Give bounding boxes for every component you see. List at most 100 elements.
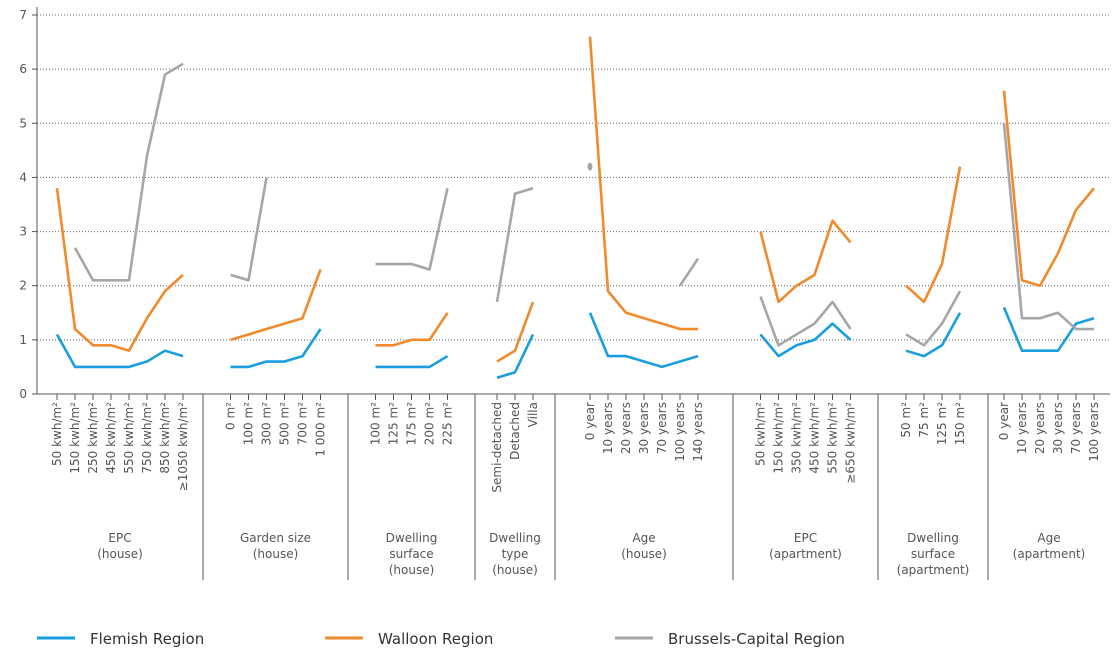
y-tick-label: 4 [19,170,27,184]
x-tick-label: 700 m² [296,402,310,445]
x-tick-label: 125 m² [387,402,401,445]
x-tick-label: 30 years [1051,402,1065,454]
series-line [55,188,184,352]
group-label: type [502,547,529,561]
x-tick-label: 20 years [619,402,633,454]
x-tick-label: 175 m² [405,402,419,445]
point [587,162,593,171]
group-label: (apartment) [1013,547,1086,561]
series-line [678,257,700,287]
x-tick-label: Detached [508,402,522,460]
series-line [73,62,184,282]
y-tick-label: 2 [19,279,27,293]
x-tick-label: 70 years [1069,402,1083,454]
x-tick-label: 300 m² [260,402,274,445]
series-line [1002,306,1095,352]
series-line [588,36,698,331]
x-tick-label: 0 year [997,402,1011,440]
x-tick-label: 150 kwh/m² [772,402,786,474]
y-tick-label: 1 [19,333,27,347]
series-line [230,269,322,342]
group-label: Age [1037,531,1060,545]
x-tick-label: 10 years [1015,402,1029,454]
x-tick-label: 500 m² [278,402,292,445]
group-label: Dwelling [907,531,959,545]
series-line [375,312,449,347]
group-label: (house) [389,563,435,577]
x-tick-label: ≥1050 kwh/m² [176,402,190,492]
series-line [588,312,699,369]
x-tick-label: 550 kwh/m² [826,402,840,474]
x-tick-label: 450 kwh/m² [808,402,822,474]
series-line [905,290,962,347]
y-tick-label: 3 [19,225,27,239]
series-line [1002,123,1094,331]
x-tick-label: 225 m² [441,402,455,445]
series-line [905,166,962,304]
group-label: EPC [794,531,817,545]
group-label: (apartment) [897,563,970,577]
x-tick-label: 550 kwh/m² [122,402,136,474]
group-label: (house) [97,547,143,561]
x-tick-label: Villa [526,402,540,427]
series-line [55,333,184,369]
x-tick-label: 50 kwh/m² [754,402,768,466]
x-tick-label: 100 m² [369,402,383,445]
x-tick-label: 450 kwh/m² [104,402,118,474]
group-label: Garden size [240,531,311,545]
series-line [375,354,449,369]
x-tick-label: 0 m² [224,402,238,430]
y-tick-label: 7 [19,8,27,22]
y-tick-label: 0 [19,387,27,401]
x-tick-label: 125 m² [935,402,949,445]
series-line [230,177,268,282]
group-label: surface [389,547,433,561]
x-tick-label: ≥650 kwh/m² [844,402,858,484]
x-tick-label: 75 m² [917,402,931,438]
x-tick-label: 100 years [673,402,687,462]
legend-label: Walloon Region [378,630,493,648]
x-tick-label: 30 years [637,402,651,454]
x-tick-label: 50 m² [899,402,913,438]
group-label: (house) [253,547,299,561]
x-tick-label: 10 years [601,402,615,454]
x-tick-label: 140 years [691,402,705,462]
legend-label: Flemish Region [90,630,204,648]
x-tick-label: 850 kwh/m² [158,402,172,474]
group-label: (house) [621,547,667,561]
x-tick-label: 20 years [1033,402,1047,454]
series-line [759,322,852,358]
x-tick-label: 350 kwh/m² [790,402,804,474]
series-line [1002,90,1095,288]
series-line [496,301,535,363]
legend-label: Brussels-Capital Region [668,630,845,648]
series-line [495,187,534,303]
y-tick-label: 6 [19,62,27,76]
x-tick-label: 150 kwh/m² [68,402,82,474]
x-tick-label: 250 kwh/m² [86,402,100,474]
series-line [759,219,852,304]
series-line [230,328,322,369]
x-tick-label: 750 kwh/m² [140,402,154,474]
group-label: Dwelling [489,531,541,545]
x-tick-label: Semi-detached [490,402,504,493]
group-label: surface [911,547,955,561]
x-tick-label: 1 000 m² [314,402,328,457]
y-tick-label: 5 [19,116,27,130]
group-label: EPC [108,531,131,545]
group-label: Dwelling [386,531,438,545]
x-tick-label: 0 year [583,402,597,440]
x-tick-label: 150 m² [953,402,967,445]
group-label: Age [632,531,655,545]
group-label: (apartment) [769,547,842,561]
series-line [496,333,535,380]
x-tick-label: 100 m² [242,402,256,445]
x-tick-label: 200 m² [423,402,437,445]
series-line [375,187,449,271]
x-tick-label: 50 kwh/m² [50,402,64,466]
series-line [759,296,852,347]
x-tick-label: 70 years [655,402,669,454]
x-tick-label: 100 years [1087,402,1101,462]
series-line [905,312,962,358]
